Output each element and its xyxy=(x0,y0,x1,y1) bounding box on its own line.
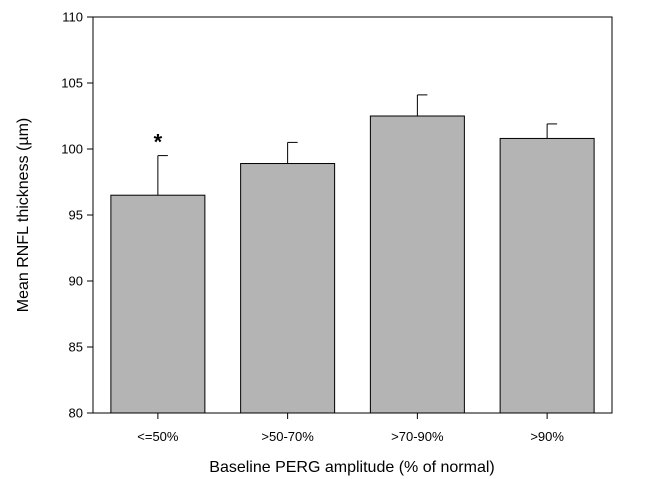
y-axis-title: Mean RNFL thickness (µm) xyxy=(15,118,32,312)
y-tick-label: 100 xyxy=(61,142,83,157)
bar xyxy=(369,115,465,414)
bar xyxy=(110,194,206,414)
y-tick-label: 105 xyxy=(61,76,83,91)
y-tick-label: 90 xyxy=(69,274,83,289)
annotations-layer: * xyxy=(154,130,163,155)
x-tick-label: >50-70% xyxy=(261,429,314,444)
y-tick-label: 110 xyxy=(62,10,83,25)
error-bars-layer xyxy=(157,94,558,196)
y-tick-label: 80 xyxy=(69,406,83,421)
x-tick-label: >70-90% xyxy=(391,429,444,444)
bar xyxy=(240,163,336,414)
x-tick-label: <=50% xyxy=(137,429,179,444)
significance-marker: * xyxy=(154,130,163,155)
y-tick-label: 95 xyxy=(69,208,83,223)
x-ticks-layer: <=50% >50-70% >70-90% >90% xyxy=(137,413,564,444)
bars-layer xyxy=(110,115,595,414)
y-tick-label: 85 xyxy=(69,340,83,355)
bar xyxy=(499,137,595,414)
x-axis-title: Baseline PERG amplitude (% of normal) xyxy=(209,459,494,476)
x-tick-label: >90% xyxy=(530,429,564,444)
y-ticks-layer: 80 85 90 95 100 105 110 xyxy=(61,10,93,421)
